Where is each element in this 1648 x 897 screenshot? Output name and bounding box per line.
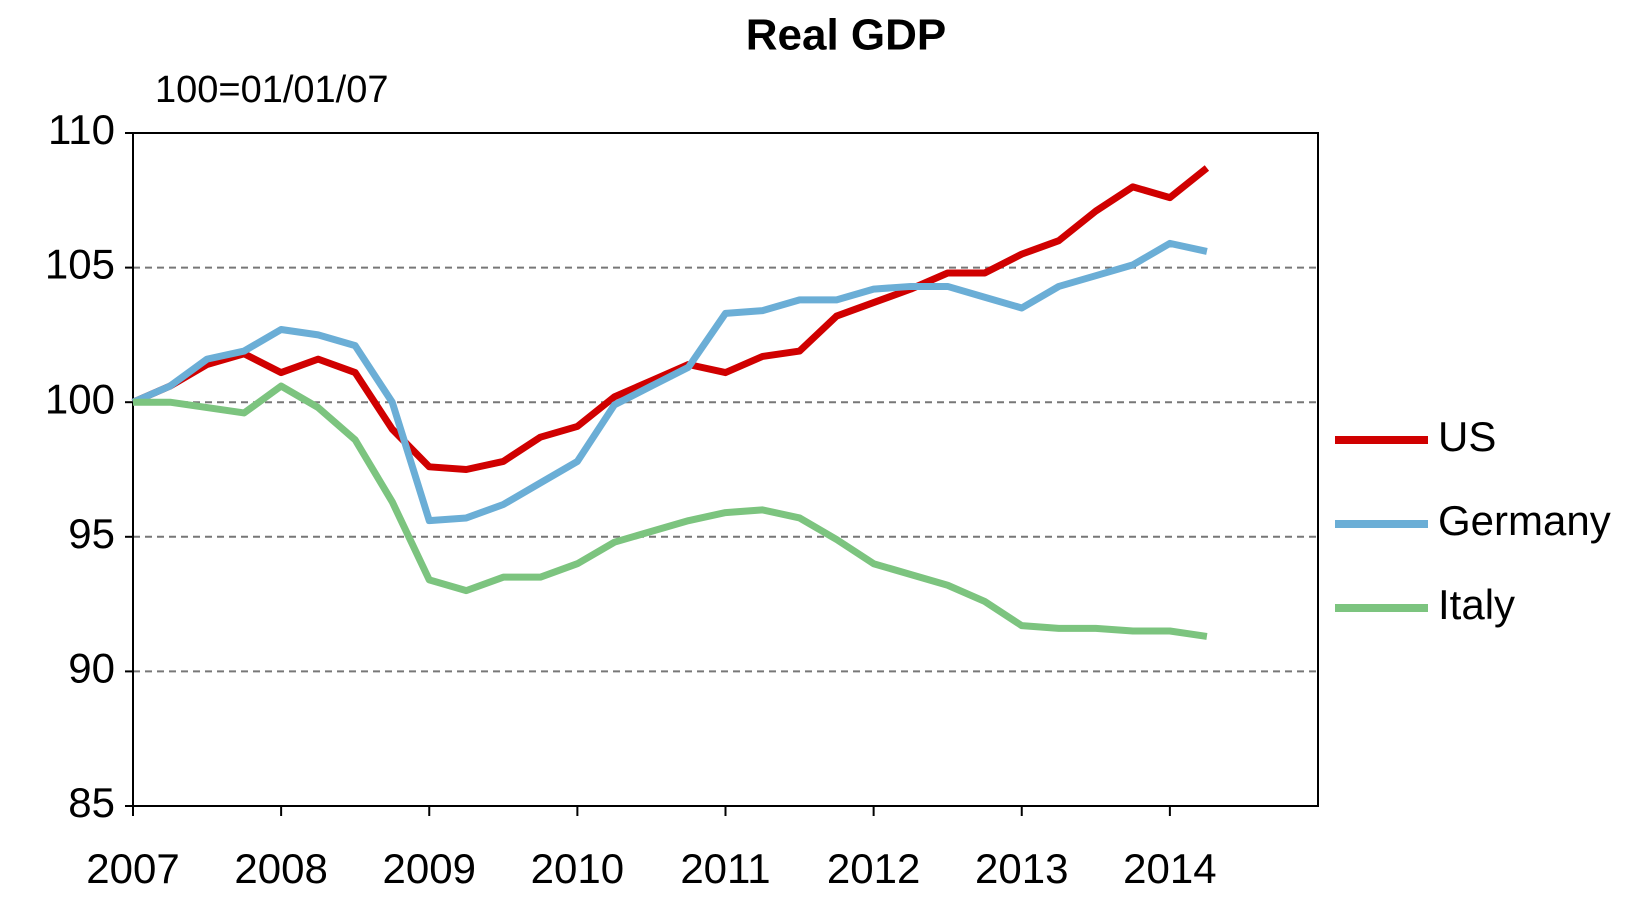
x-tick-label: 2012	[827, 845, 920, 892]
x-tick-label: 2011	[680, 845, 770, 892]
x-tick-label: 2013	[975, 845, 1068, 892]
x-tick-label: 2014	[1123, 845, 1216, 892]
x-tick-label: 2007	[86, 845, 179, 892]
y-tick-label: 85	[68, 779, 115, 826]
subtitle: 100=01/01/07	[155, 69, 389, 111]
y-tick-label: 90	[68, 644, 115, 691]
series-line	[131, 165, 1210, 473]
x-tick-label: 2009	[383, 845, 476, 892]
x-tick-label: 2008	[234, 845, 327, 892]
legend-label: US	[1438, 413, 1496, 460]
series-line	[131, 239, 1208, 525]
y-tick-label: 110	[48, 106, 115, 153]
x-tick-label: 2010	[531, 845, 624, 892]
y-tick-label: 100	[45, 375, 115, 422]
y-tick-label: 105	[45, 241, 115, 288]
series-line	[133, 382, 1208, 640]
chart-title: Real GDP	[746, 11, 947, 60]
y-tick-label: 95	[68, 510, 115, 557]
plot-frame	[132, 132, 1319, 807]
legend-label: Italy	[1438, 581, 1515, 628]
legend-label: Germany	[1438, 497, 1611, 544]
